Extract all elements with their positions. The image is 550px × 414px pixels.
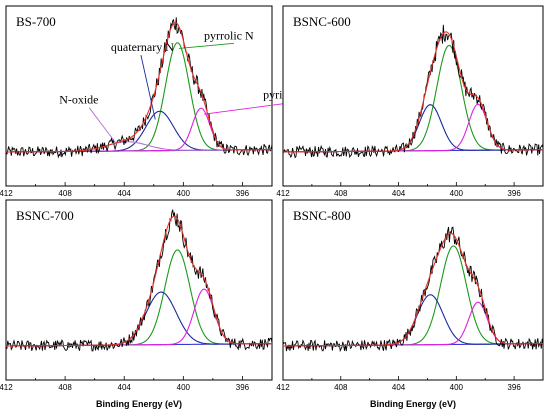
x-tick-label: 404 — [118, 189, 132, 198]
x-tick-label: 404 — [392, 189, 406, 198]
raw-spectrum — [5, 17, 273, 159]
x-tick-label: 400 — [450, 189, 464, 198]
x-tick-label: 400 — [450, 383, 464, 392]
x-tick-label: 396 — [236, 189, 250, 198]
raw-spectrum — [282, 24, 544, 159]
x-tick-label: 408 — [334, 189, 348, 198]
annotation-pointer — [178, 42, 235, 49]
x-tick-label: 412 — [0, 189, 13, 198]
x-tick-label: 412 — [0, 383, 13, 392]
x-tick-label: 408 — [334, 383, 348, 392]
panel-title: BSNC-600 — [293, 14, 351, 29]
x-tick-label: 400 — [177, 189, 191, 198]
annotation-label: quaternary N — [111, 40, 174, 54]
annotation-label: pyrrolic N — [204, 28, 254, 42]
annotation-pointer — [140, 55, 156, 120]
panel-bsnc-600: BSNC-600 412 408 404 400 396 — [276, 5, 544, 198]
envelope-fit — [282, 31, 544, 153]
panel-frame — [282, 5, 544, 187]
x-tick-label: 412 — [276, 383, 290, 392]
envelope-fit — [5, 22, 273, 153]
x-axis-title: Binding Energy (eV) — [96, 399, 182, 409]
x-axis: 412 408 404 400 396 — [0, 182, 250, 198]
x-tick-label: 408 — [58, 189, 72, 198]
envelope-fit — [282, 232, 544, 347]
x-tick-label: 396 — [507, 383, 521, 392]
x-axis: 412 408 404 400 396 — [276, 376, 521, 392]
x-tick-label: 412 — [276, 189, 290, 198]
raw-spectrum — [282, 226, 544, 353]
panel-frame — [5, 199, 273, 381]
panel-bsnc-700: BSNC-700 412 408 404 400 396 Binding Energy (e… — [0, 199, 273, 409]
x-tick-label: 408 — [58, 383, 72, 392]
x-axis: 412 408 404 400 396 — [276, 182, 521, 198]
panel-frame — [5, 5, 273, 187]
panel-frame — [282, 199, 544, 381]
x-axis-title: Binding Energy (eV) — [370, 399, 456, 409]
x-tick-label: 404 — [118, 383, 132, 392]
annotation-pointer — [88, 107, 118, 145]
panel-title: BS-700 — [16, 14, 56, 29]
annotation-pointer — [203, 101, 294, 115]
x-tick-label: 404 — [392, 383, 406, 392]
envelope-fit — [5, 215, 273, 347]
x-tick-label: 396 — [507, 189, 521, 198]
x-tick-label: 396 — [236, 383, 250, 392]
panel-title: BSNC-700 — [16, 208, 74, 223]
x-tick-label: 400 — [177, 383, 191, 392]
x-axis: 412 408 404 400 396 — [0, 376, 250, 392]
annotation-label: N-oxide — [59, 93, 98, 107]
panel-title: BSNC-800 — [293, 208, 351, 223]
panel-bsnc-800: BSNC-800 412 408 404 400 396 Binding Energy (e… — [276, 199, 544, 409]
